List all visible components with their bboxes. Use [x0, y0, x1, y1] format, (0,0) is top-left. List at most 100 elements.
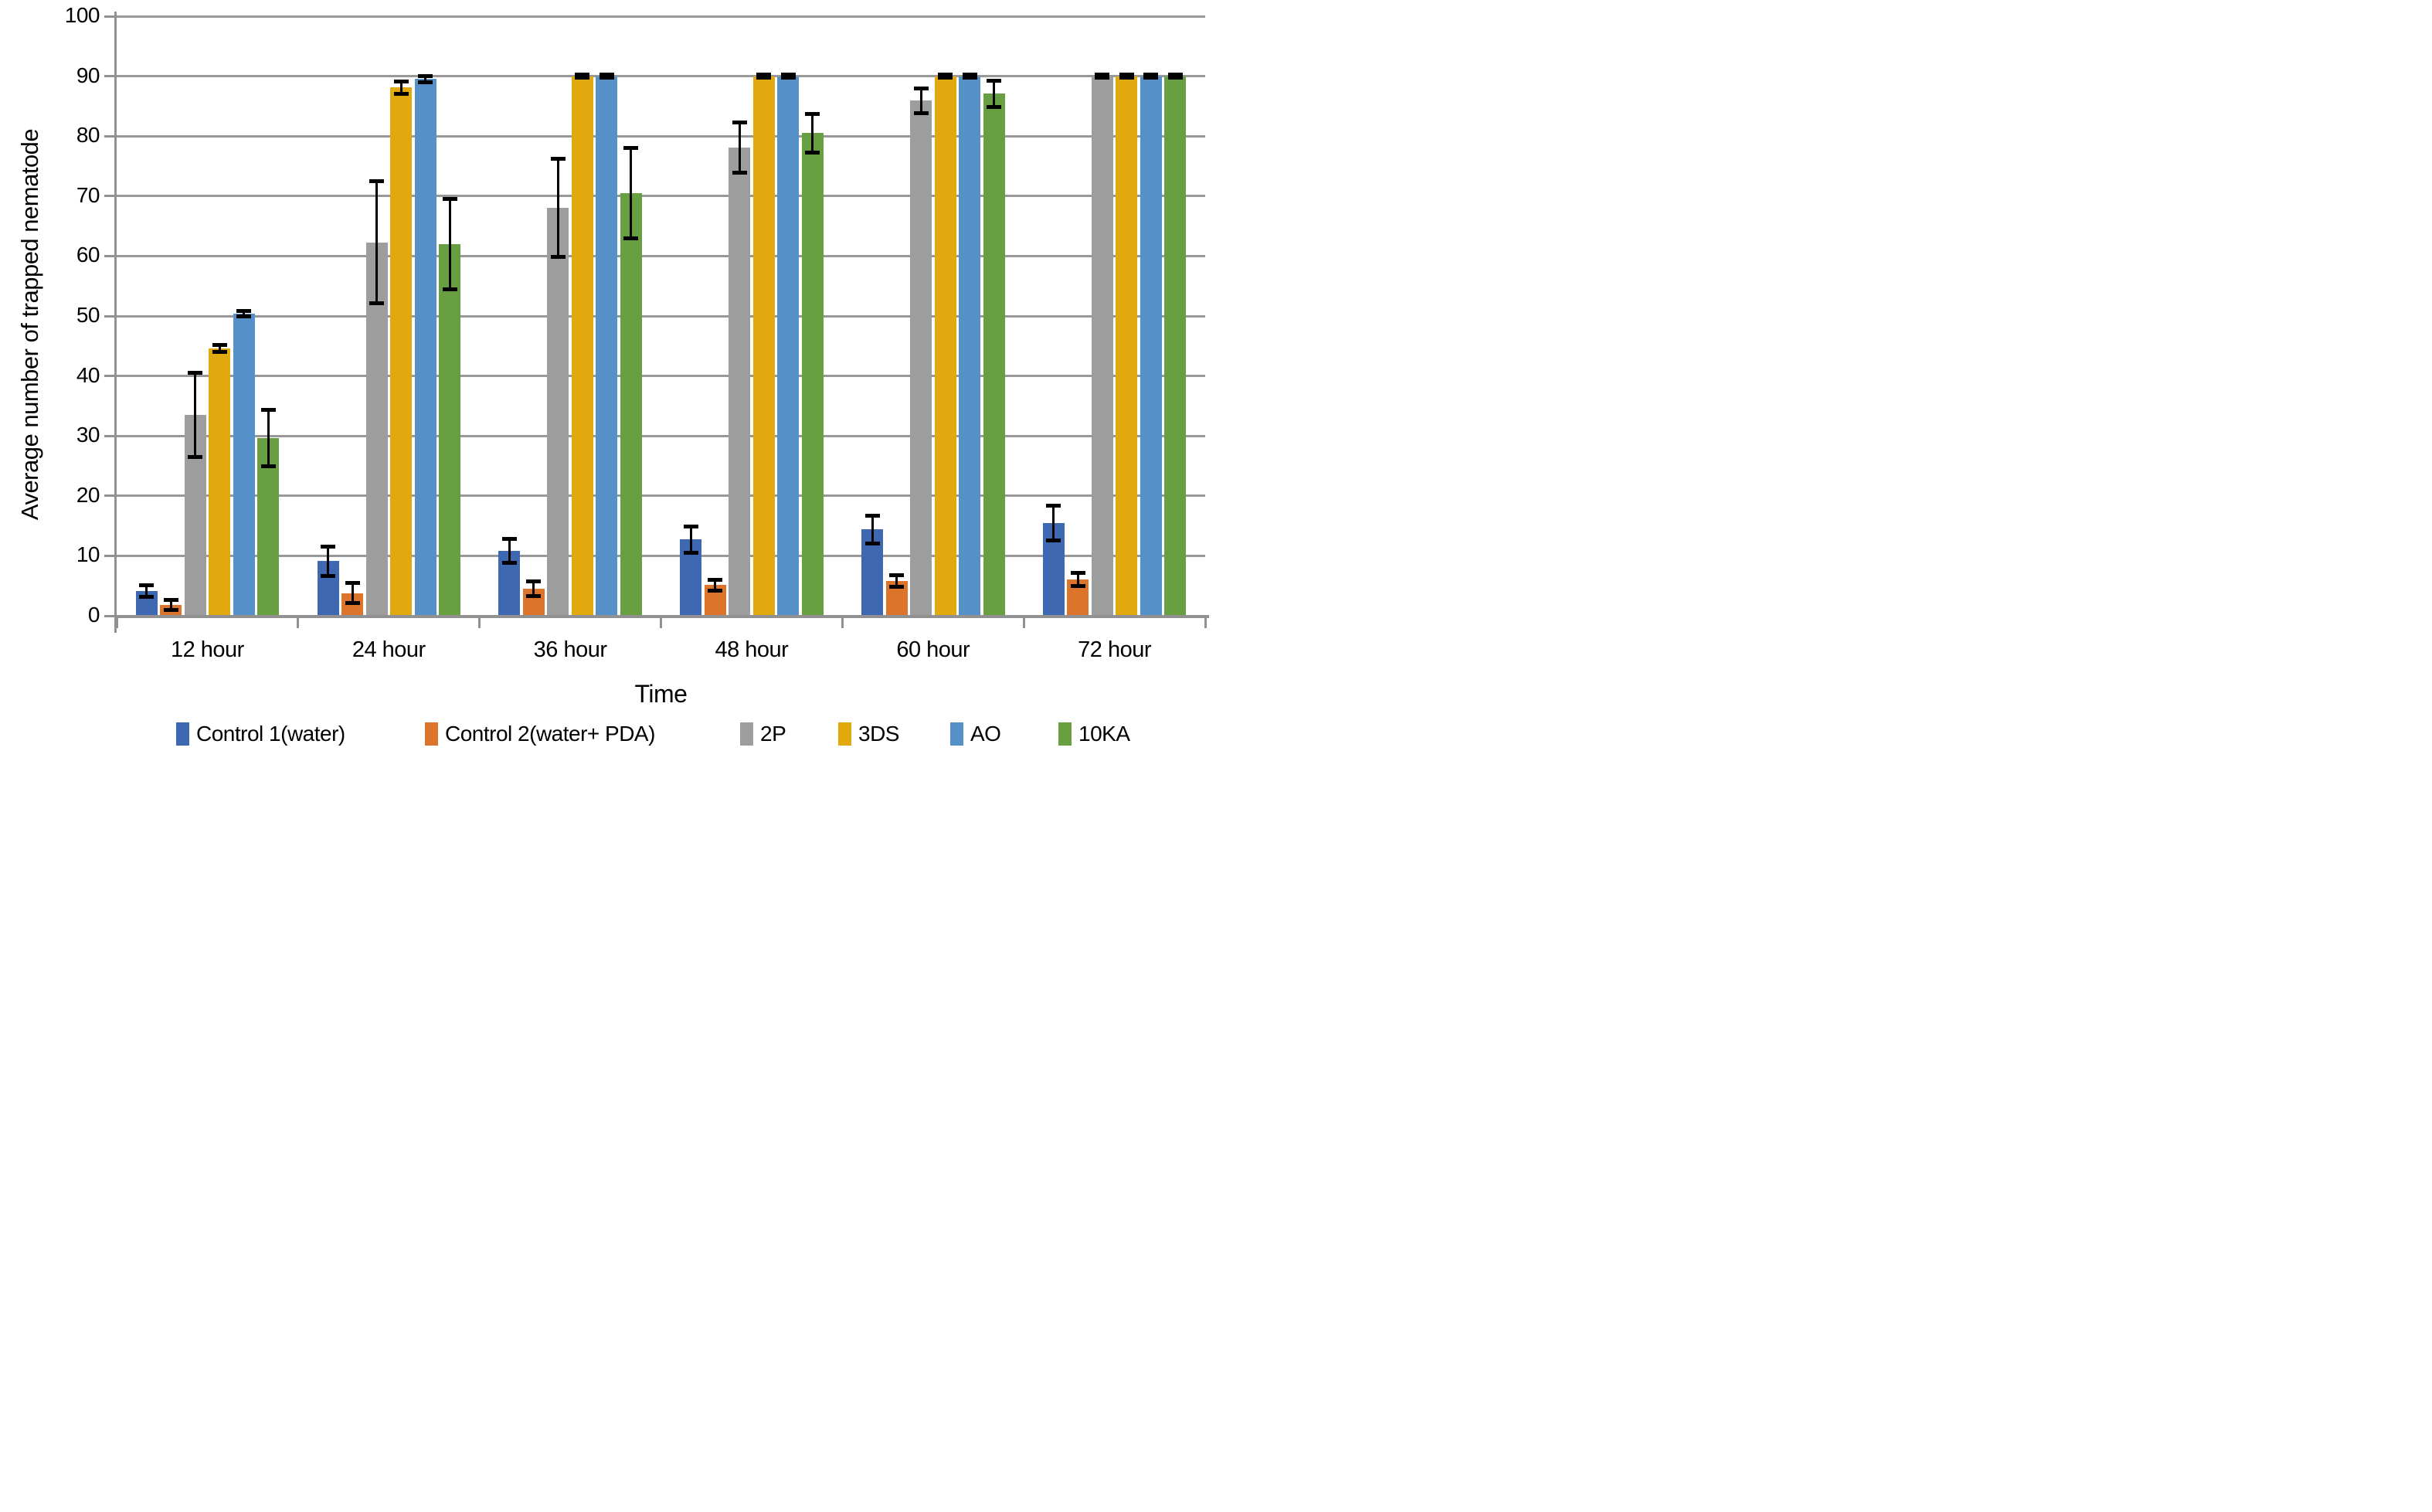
gridline — [117, 75, 1205, 78]
bar-2p — [910, 100, 932, 616]
error-bar — [351, 583, 354, 603]
y-tick-label: 50 — [76, 303, 100, 327]
error-bar — [811, 114, 814, 153]
error-bar-cap-bottom — [756, 76, 772, 80]
error-bar-cap-top — [575, 72, 590, 76]
x-axis-label: 24 hour — [352, 637, 426, 662]
legend-item: 3DS — [838, 722, 899, 746]
error-bar-cap-bottom — [1070, 583, 1085, 588]
error-bar-cap-bottom — [321, 573, 335, 578]
error-bar-cap-bottom — [575, 76, 590, 80]
error-bar — [375, 181, 378, 304]
x-axis-title: Time — [634, 680, 688, 708]
error-bar — [424, 76, 426, 83]
gridline — [117, 254, 1205, 257]
y-axis-tick — [104, 554, 117, 557]
y-tick-label: 100 — [64, 3, 100, 27]
error-bar — [399, 81, 403, 94]
error-bar-cap-bottom — [889, 585, 904, 590]
error-bar — [1076, 573, 1079, 586]
bar-chart: Average number of trapped nematode Time … — [0, 0, 1216, 756]
error-bar-cap-bottom — [1046, 538, 1061, 542]
error-bar — [145, 585, 148, 597]
error-bar-cap-bottom — [987, 104, 1001, 109]
y-axis-tick — [104, 254, 117, 257]
y-tick-label: 70 — [76, 182, 100, 207]
error-bar-cap-bottom — [780, 76, 796, 80]
error-bar-cap-bottom — [599, 76, 614, 80]
error-bar — [630, 148, 633, 239]
bar-ao — [233, 313, 255, 616]
error-bar-cap-top — [756, 72, 772, 76]
error-bar — [871, 515, 874, 544]
error-bar-cap-bottom — [1095, 76, 1110, 80]
x-axis-label: 48 hour — [715, 637, 789, 662]
error-bar-cap-bottom — [393, 91, 409, 96]
error-bar-cap-top — [526, 579, 542, 584]
legend-swatch — [838, 722, 851, 746]
error-bar-cap-top — [1046, 503, 1061, 508]
error-bar — [689, 526, 692, 553]
bar-3ds — [752, 76, 775, 616]
error-bar — [532, 581, 535, 596]
y-tick-label: 80 — [76, 123, 100, 148]
error-bar-cap-bottom — [864, 541, 880, 545]
error-bar — [327, 546, 329, 576]
error-bar — [169, 600, 172, 610]
legend-label: Control 2(water+ PDA) — [445, 722, 655, 746]
x-axis-label: 72 hour — [1078, 637, 1151, 662]
error-bar-cap-bottom — [913, 111, 929, 116]
error-bar — [738, 122, 741, 173]
legend-item: 2P — [740, 722, 786, 746]
bar-10ka — [983, 93, 1005, 616]
y-axis-tick — [104, 314, 117, 318]
x-axis-label: 12 hour — [170, 637, 244, 662]
error-bar-cap-bottom — [732, 171, 747, 175]
x-axis-tick — [841, 616, 844, 628]
error-bar-cap-bottom — [805, 150, 820, 155]
error-bar-cap-top — [188, 371, 203, 375]
gridline — [117, 434, 1205, 437]
x-axis-tick — [297, 616, 300, 628]
bar-ao — [959, 76, 980, 616]
error-bar-cap-bottom — [212, 350, 227, 355]
legend-swatch — [950, 722, 963, 746]
legend-label: Control 1(water) — [196, 722, 345, 746]
error-bar-cap-top — [683, 524, 698, 528]
x-axis-tick — [478, 616, 481, 628]
gridline — [117, 195, 1205, 198]
bar-10ka — [1164, 76, 1187, 616]
error-bar-cap-top — [732, 120, 747, 124]
error-bar-cap-top — [393, 80, 409, 84]
error-bar-cap-bottom — [1143, 76, 1159, 80]
gridline — [117, 554, 1205, 557]
error-bar — [1052, 505, 1055, 541]
x-axis-tick — [1204, 616, 1207, 628]
legend-label: AO — [970, 722, 1001, 746]
bar-ao — [1140, 76, 1162, 616]
error-bar-cap-top — [501, 537, 517, 542]
bar-3ds — [209, 348, 231, 616]
error-bar-cap-top — [623, 146, 639, 151]
gridline — [117, 314, 1205, 318]
y-axis-tick — [104, 15, 117, 18]
gridline — [117, 375, 1205, 378]
error-bar-cap-bottom — [683, 551, 698, 556]
bar-10ka — [620, 192, 642, 616]
y-tick-label: 60 — [76, 243, 100, 267]
error-bar-cap-bottom — [139, 595, 155, 600]
gridline — [117, 15, 1205, 18]
error-bar-cap-bottom — [708, 588, 723, 593]
legend-swatch — [1058, 722, 1072, 746]
bar-3ds — [934, 76, 956, 616]
error-bar-cap-top — [1070, 570, 1085, 575]
legend-swatch — [740, 722, 753, 746]
error-bar-cap-bottom — [962, 76, 977, 80]
error-bar-cap-top — [345, 580, 360, 585]
y-axis-line — [114, 12, 117, 633]
y-axis-tick — [104, 75, 117, 78]
bar-ao — [777, 76, 800, 616]
error-bar-cap-top — [938, 72, 953, 76]
error-bar-cap-bottom — [418, 80, 433, 84]
x-axis-tick — [1022, 616, 1025, 628]
